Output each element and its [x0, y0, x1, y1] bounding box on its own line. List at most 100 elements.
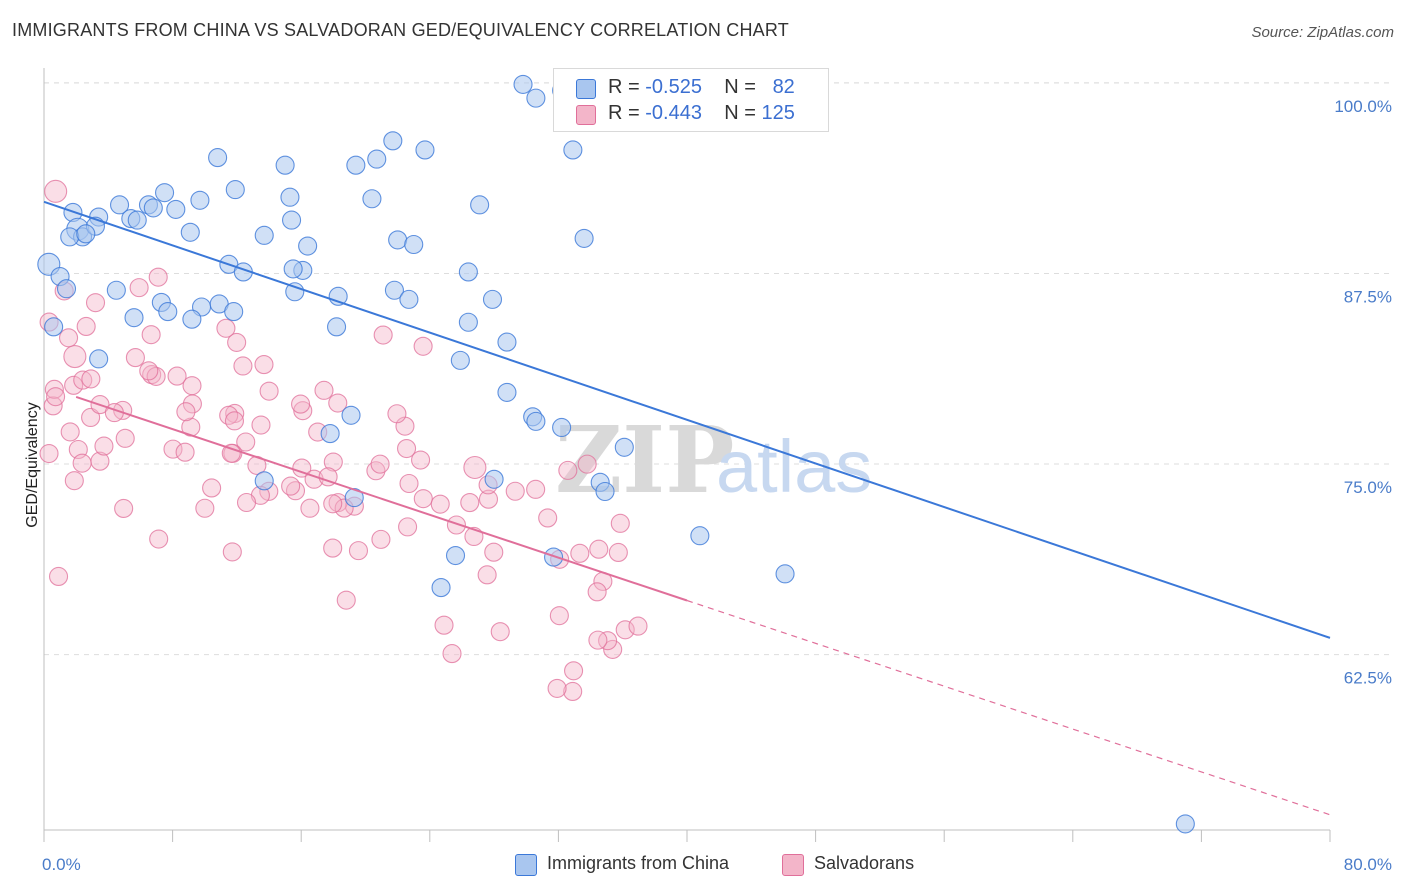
salvadoran-point [64, 375, 84, 395]
x-tick-label: 0.0% [42, 855, 81, 874]
salvadoran-point [281, 476, 301, 496]
salvadoran-trend-line [75, 396, 688, 602]
china-point [182, 309, 202, 329]
y-tick-label: 87.5% [1344, 287, 1392, 306]
salvadoran-point [236, 492, 257, 513]
salvadoran-point [222, 542, 242, 562]
china-point [106, 280, 126, 300]
salvadoran-point [328, 393, 348, 413]
n-label: N = [724, 76, 756, 98]
r-value: -0.443 [645, 102, 702, 124]
salvadoran-point [236, 432, 256, 452]
china-point [298, 236, 318, 256]
salvadoran-point [371, 529, 391, 549]
china-point [399, 289, 419, 309]
salvadoran-point [167, 366, 187, 386]
salvadoran-point [610, 513, 630, 533]
salvadoran-point [195, 498, 215, 518]
china-point [404, 234, 424, 255]
salvadoran-point [221, 443, 241, 463]
china-point [614, 437, 634, 457]
salvadoran-point [58, 328, 79, 348]
salvadoran-point [323, 452, 343, 472]
salvadoran-point [538, 508, 558, 528]
x-tick-label: 80.0% [1344, 855, 1392, 874]
salvadoran-point [608, 542, 628, 563]
source-label: Source: ZipAtlas.com [1251, 24, 1394, 41]
china-point [595, 481, 615, 502]
china-point [44, 317, 64, 337]
china-point [320, 424, 340, 444]
salvadoran-point [446, 515, 466, 535]
china-point [127, 210, 147, 230]
china-point [450, 350, 470, 370]
salvadoran-point [81, 369, 101, 389]
salvadoran-point [387, 404, 407, 424]
china-point [208, 148, 228, 168]
china-point [445, 545, 466, 566]
chart-title: IMMIGRANTS FROM CHINA VS SALVADORAN GED/… [12, 20, 789, 40]
salvadoran-point [148, 267, 168, 287]
salvadoran-point [442, 644, 462, 664]
salvadoran-point [202, 478, 222, 498]
salvadoran-point [526, 479, 546, 499]
salvadoran-point [323, 538, 343, 558]
china-point [254, 471, 274, 491]
china-point [526, 411, 546, 431]
salvadoran-point [85, 293, 106, 313]
salvadoran-point [547, 678, 567, 698]
china-point [254, 225, 274, 245]
china-point [155, 183, 175, 203]
salvadoran-point [603, 639, 623, 659]
salvadoran-point [291, 394, 311, 414]
watermark-zip: ZIP [555, 406, 734, 514]
salvadoran-point [570, 543, 590, 563]
china-point [76, 224, 96, 244]
stats-legend: R = -0.525 N = 82 R = -0.443 N = 125 [553, 68, 829, 132]
china-point [60, 227, 80, 247]
china-point [470, 195, 490, 215]
axes [43, 68, 1331, 842]
china-point [563, 140, 583, 160]
salvadoran-point [76, 316, 96, 337]
china-point [346, 155, 366, 175]
salvadoran-point [125, 348, 145, 368]
china-point [497, 382, 517, 402]
salvadoran-point [48, 566, 69, 587]
salvadoran-point [589, 539, 609, 559]
salvadoran-point [73, 370, 93, 390]
china-point [383, 131, 403, 151]
salvadoran-point [46, 387, 66, 407]
legend-text-salvadorans: R = -0.443 N = 125 [608, 102, 795, 125]
china-point [362, 189, 382, 209]
salvadoran-point [227, 332, 247, 352]
china-point [526, 88, 546, 108]
salvadoran-point [318, 467, 338, 487]
salvadoran-point [323, 494, 343, 514]
salvadoran-point [434, 615, 454, 635]
salvadoran-point [587, 582, 607, 602]
trend-lines [43, 200, 1331, 816]
salvadoran-point [463, 455, 487, 480]
salvadoran-point [413, 489, 433, 509]
china-point [388, 230, 408, 250]
salvadoran-point [398, 517, 418, 537]
china-point [225, 180, 245, 200]
china-point [110, 195, 130, 215]
salvadoran-point [549, 606, 569, 626]
china-point [224, 302, 244, 322]
china-point [458, 262, 478, 282]
salvadoran-point [413, 336, 433, 356]
china-point [458, 312, 478, 332]
salvadoran-point [176, 402, 196, 422]
y-tick-label: 62.5% [1344, 669, 1392, 688]
legend-swatch-china [576, 79, 596, 99]
salvadoran-point [314, 380, 334, 400]
salvadoran-point [397, 438, 417, 459]
salvadoran-point [224, 411, 245, 431]
salvadoran-point [94, 436, 114, 456]
salvadoran-point [129, 278, 149, 298]
salvadoran-point [300, 498, 320, 518]
salvadoran-point [373, 325, 393, 345]
